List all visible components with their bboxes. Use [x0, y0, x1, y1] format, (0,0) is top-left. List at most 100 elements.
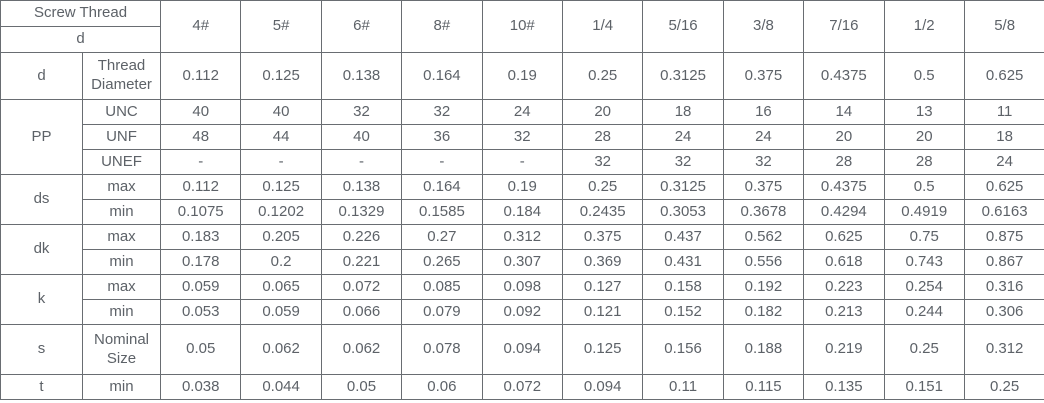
row-label: UNEF — [81, 149, 162, 175]
header-row-top: Screw Thread 4# 5# 6# 8# 10# 1/4 5/16 3/8 7/16 1/… — [0, 0, 1044, 53]
cell-value: 0.098 — [481, 274, 563, 300]
cell-value: 0.223 — [803, 274, 885, 300]
cell-value: - — [160, 149, 242, 175]
row-group-label: k — [0, 274, 83, 325]
cell-value: 0.4294 — [803, 199, 885, 225]
cell-value: 0.121 — [561, 299, 644, 325]
row-group-label: PP — [0, 99, 83, 175]
cell-value: 0.085 — [401, 274, 483, 300]
cell-value: 0.125 — [240, 52, 322, 100]
cell-value: 0.078 — [401, 324, 483, 375]
cell-value: 0.369 — [561, 249, 644, 275]
cell-value: 0.625 — [963, 174, 1044, 200]
cell-value: 0.625 — [963, 52, 1044, 100]
cell-value: 0.437 — [642, 224, 724, 250]
cell-value: 0.213 — [803, 299, 885, 325]
cell-value: 0.138 — [320, 174, 403, 200]
size-header: 1/4 — [561, 0, 644, 53]
cell-value: 0.158 — [642, 274, 724, 300]
cell-value: 20 — [803, 124, 885, 150]
cell-value: 0.059 — [240, 299, 322, 325]
cell-value: 0.2435 — [561, 199, 644, 225]
table-row: k max 0.059 0.065 0.072 0.085 0.098 0.127 0.158 0… — [0, 274, 1044, 325]
cell-value: 0.3053 — [642, 199, 724, 225]
cell-value: 0.182 — [722, 299, 805, 325]
cell-value: 28 — [803, 149, 885, 175]
row-label: max — [81, 224, 162, 250]
cell-value: 0.05 — [160, 324, 242, 375]
cell-value: 0.19 — [481, 174, 563, 200]
size-header: 5/8 — [963, 0, 1044, 53]
cell-value: 0.065 — [240, 274, 322, 300]
cell-value: 28 — [883, 149, 965, 175]
cell-value: 24 — [963, 149, 1044, 175]
cell-value: 0.265 — [401, 249, 483, 275]
cell-value: 0.094 — [561, 374, 644, 400]
cell-value: 0.125 — [240, 174, 322, 200]
cell-value: 0.205 — [240, 224, 322, 250]
size-header: 7/16 — [803, 0, 885, 53]
cell-value: 0.4375 — [803, 52, 885, 100]
cell-value: 40 — [320, 124, 403, 150]
cell-value: 0.062 — [320, 324, 403, 375]
cell-value: - — [240, 149, 322, 175]
cell-value: 36 — [401, 124, 483, 150]
cell-value: 24 — [481, 99, 563, 125]
cell-value: 0.127 — [561, 274, 644, 300]
cell-value: 0.562 — [722, 224, 805, 250]
cell-value: 11 — [963, 99, 1044, 125]
row-group-label: ds — [0, 174, 83, 225]
cell-value: 0.743 — [883, 249, 965, 275]
cell-value: 16 — [722, 99, 805, 125]
cell-value: 0.27 — [401, 224, 483, 250]
cell-value: 0.138 — [320, 52, 403, 100]
row-label: Thread Diameter — [81, 52, 162, 100]
cell-value: 0.5 — [883, 174, 965, 200]
cell-value: 0.618 — [803, 249, 885, 275]
cell-value: 0.556 — [722, 249, 805, 275]
table-row: d Thread Diameter 0.112 0.125 0.138 0.164 0.19… — [0, 52, 1044, 100]
row-label: max — [81, 274, 162, 300]
cell-value: 0.3678 — [722, 199, 805, 225]
cell-value: 0.184 — [481, 199, 563, 225]
cell-value: 20 — [561, 99, 644, 125]
row-group-label: dk — [0, 224, 83, 275]
cell-value: 0.164 — [401, 52, 483, 100]
size-header: 6# — [320, 0, 403, 53]
cell-value: 24 — [642, 124, 724, 150]
table-row: t min 0.038 0.044 0.05 0.06 0.072 0.094 0.11 0.11… — [0, 374, 1044, 400]
cell-value: 32 — [320, 99, 403, 125]
cell-value: 0.312 — [481, 224, 563, 250]
cell-value: 0.375 — [722, 174, 805, 200]
cell-value: 0.112 — [160, 174, 242, 200]
row-label: UNC — [81, 99, 162, 125]
cell-value: 0.375 — [722, 52, 805, 100]
cell-value: - — [320, 149, 403, 175]
cell-value: 0.151 — [883, 374, 965, 400]
cell-value: 32 — [481, 124, 563, 150]
cell-value: 0.112 — [160, 52, 242, 100]
cell-value: 0.1075 — [160, 199, 242, 225]
cell-value: 24 — [722, 124, 805, 150]
table-row: PP UNC 40 40 32 32 24 20 18 16 14 13 11 — [0, 99, 1044, 175]
corner-cell-screw-thread: Screw Thread — [0, 0, 162, 27]
cell-value: 0.875 — [963, 224, 1044, 250]
row-label: min — [81, 249, 162, 275]
cell-value: 0.4919 — [883, 199, 965, 225]
cell-value: 0.178 — [160, 249, 242, 275]
cell-value: 0.072 — [481, 374, 563, 400]
cell-value: 0.221 — [320, 249, 403, 275]
cell-value: 0.625 — [803, 224, 885, 250]
cell-value: 0.038 — [160, 374, 242, 400]
cell-value: 0.75 — [883, 224, 965, 250]
cell-value: 0.125 — [561, 324, 644, 375]
size-header: 3/8 — [722, 0, 805, 53]
cell-value: 0.244 — [883, 299, 965, 325]
row-group-label: t — [0, 374, 83, 400]
cell-value: 0.19 — [481, 52, 563, 100]
size-header: 4# — [160, 0, 242, 53]
cell-value: 0.059 — [160, 274, 242, 300]
size-header: 5# — [240, 0, 322, 53]
cell-value: 0.25 — [963, 374, 1044, 400]
